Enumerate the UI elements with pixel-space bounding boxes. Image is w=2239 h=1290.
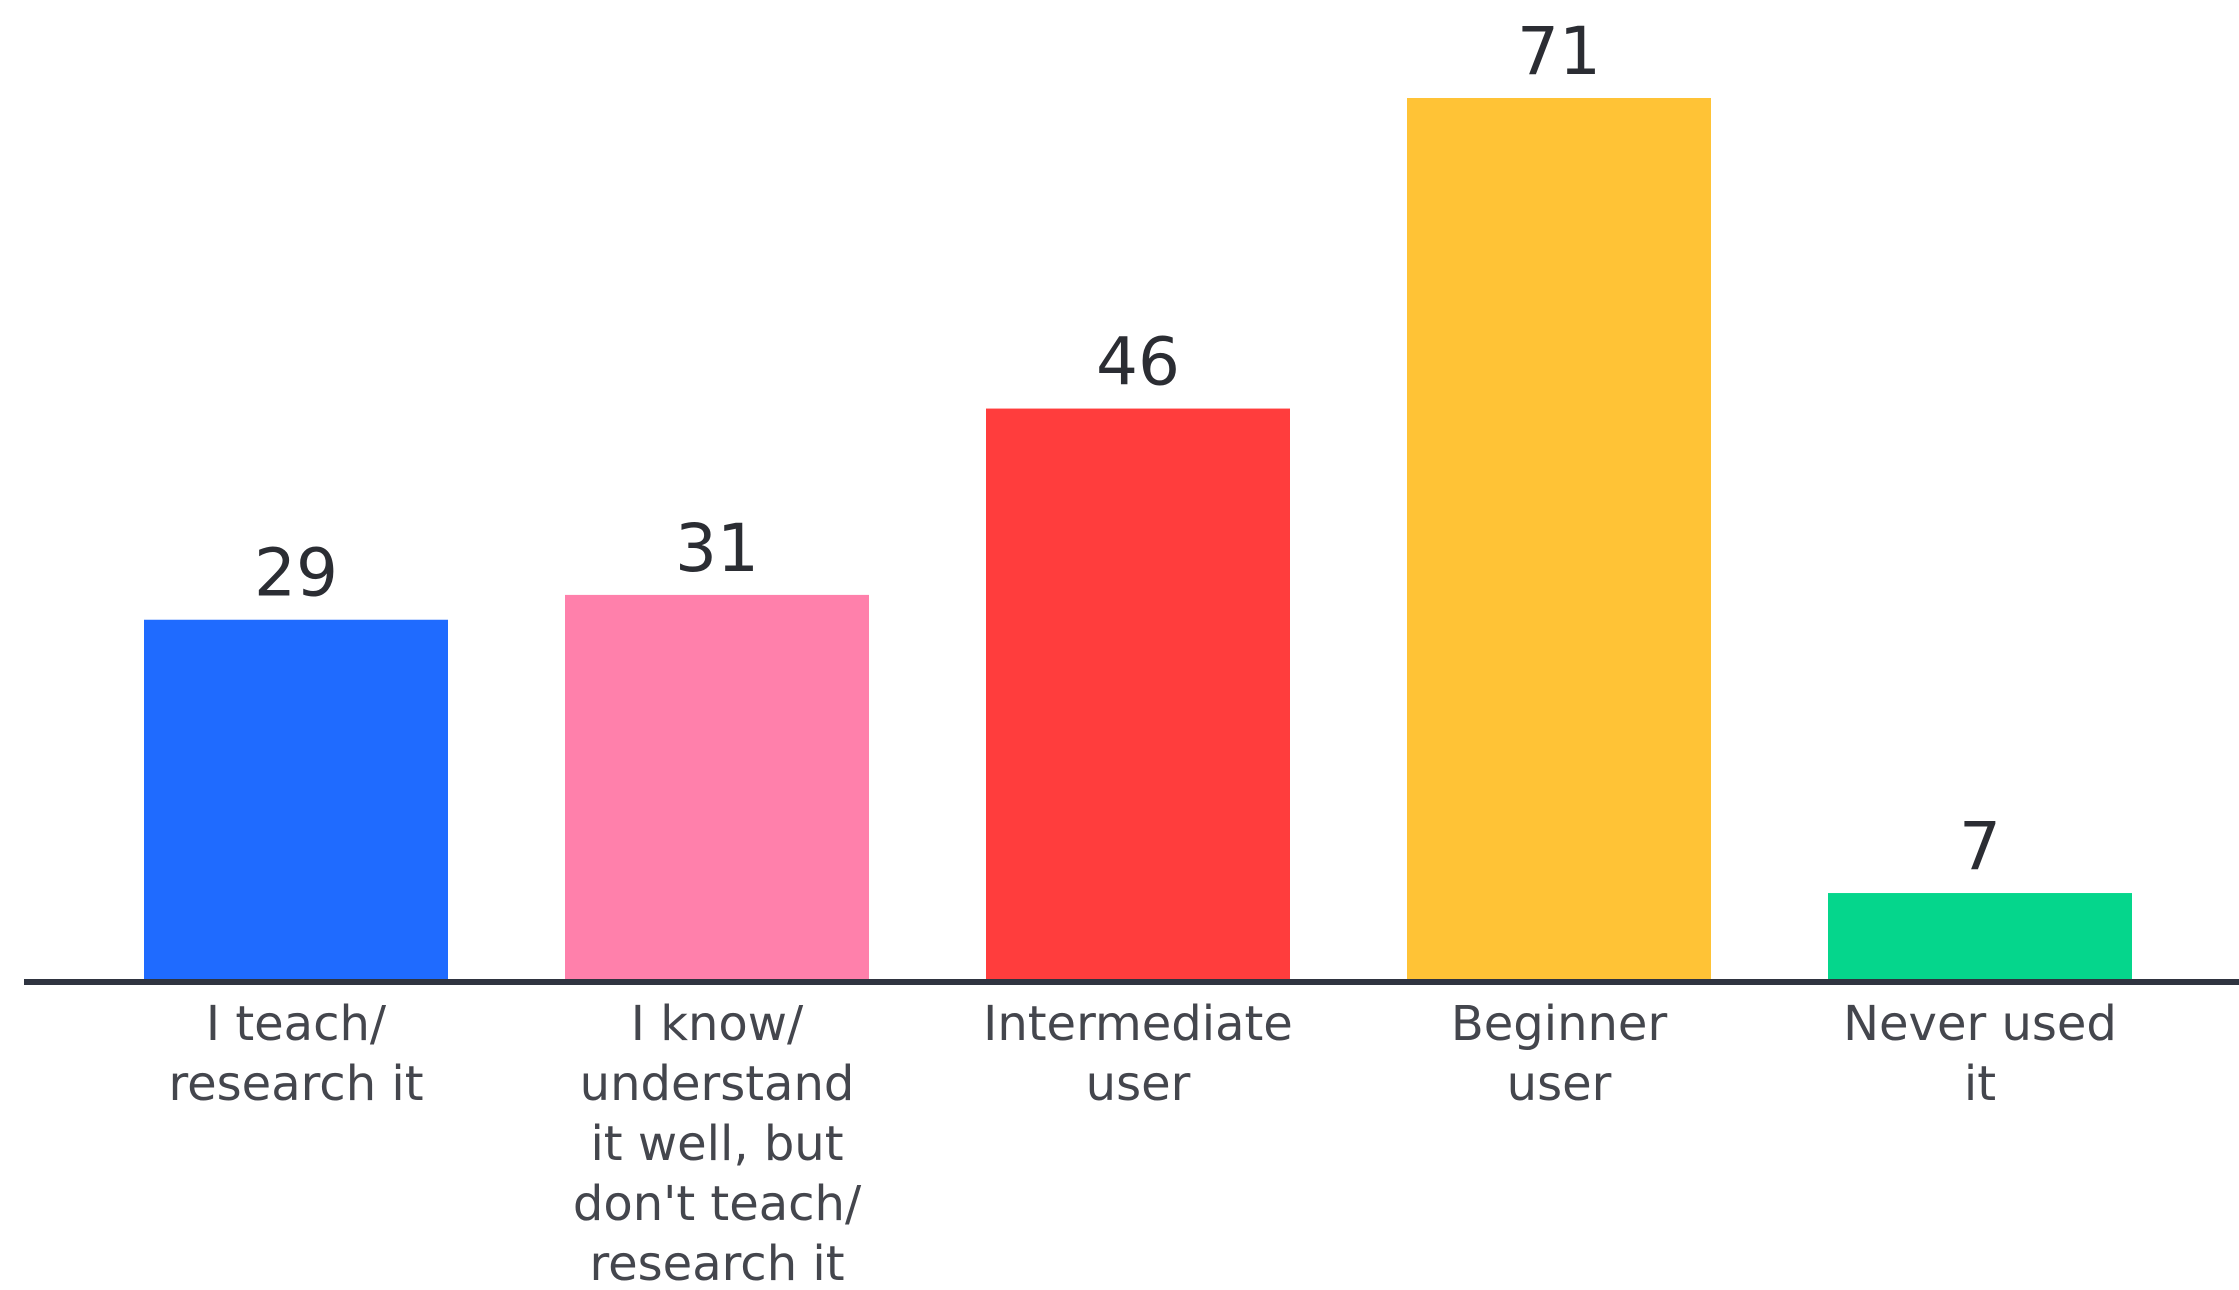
category-label-0-line-1: research it <box>168 1056 423 1112</box>
value-label-0: 29 <box>254 535 338 612</box>
category-label-3-line-0: Beginner <box>1451 996 1668 1052</box>
category-label-0: I teach/research it <box>168 996 423 1112</box>
bar-1 <box>565 594 869 980</box>
category-labels-group: I teach/research itI know/understand it w… <box>168 996 2116 1290</box>
category-label-4-line-1: it <box>1964 1056 1996 1112</box>
value-label-4: 7 <box>1959 808 2001 885</box>
category-label-3: Beginner user <box>1451 996 1668 1112</box>
bar-3 <box>1407 98 1711 980</box>
bar-4 <box>1828 893 2132 980</box>
value-label-1: 31 <box>675 510 759 587</box>
category-label-1-line-3: don't teach/ <box>573 1176 862 1232</box>
value-label-2: 46 <box>1096 324 1180 401</box>
bars-group <box>144 98 2132 981</box>
category-label-1: I know/understand it well, but don't teach… <box>573 996 862 1290</box>
value-labels-group: 29 31 46 71 7 <box>254 13 2001 885</box>
category-label-1-line-0: I know/ <box>631 996 804 1052</box>
value-label-3: 71 <box>1517 13 1601 90</box>
bar-0 <box>144 619 448 980</box>
category-label-4-line-0: Never used <box>1843 996 2117 1052</box>
category-label-1-line-4: research it <box>589 1236 844 1290</box>
category-label-2: Intermediate user <box>983 996 1293 1112</box>
bar-2 <box>986 408 1290 981</box>
category-label-2-line-0: Intermediate <box>983 996 1293 1052</box>
category-label-0-line-0: I teach/ <box>206 996 387 1052</box>
category-label-3-line-1: user <box>1507 1056 1612 1112</box>
category-label-1-line-2: it well, but <box>590 1116 843 1172</box>
category-label-4: Never used it <box>1843 996 2117 1112</box>
category-label-2-line-1: user <box>1086 1056 1191 1112</box>
category-label-1-line-1: understand <box>580 1056 855 1112</box>
